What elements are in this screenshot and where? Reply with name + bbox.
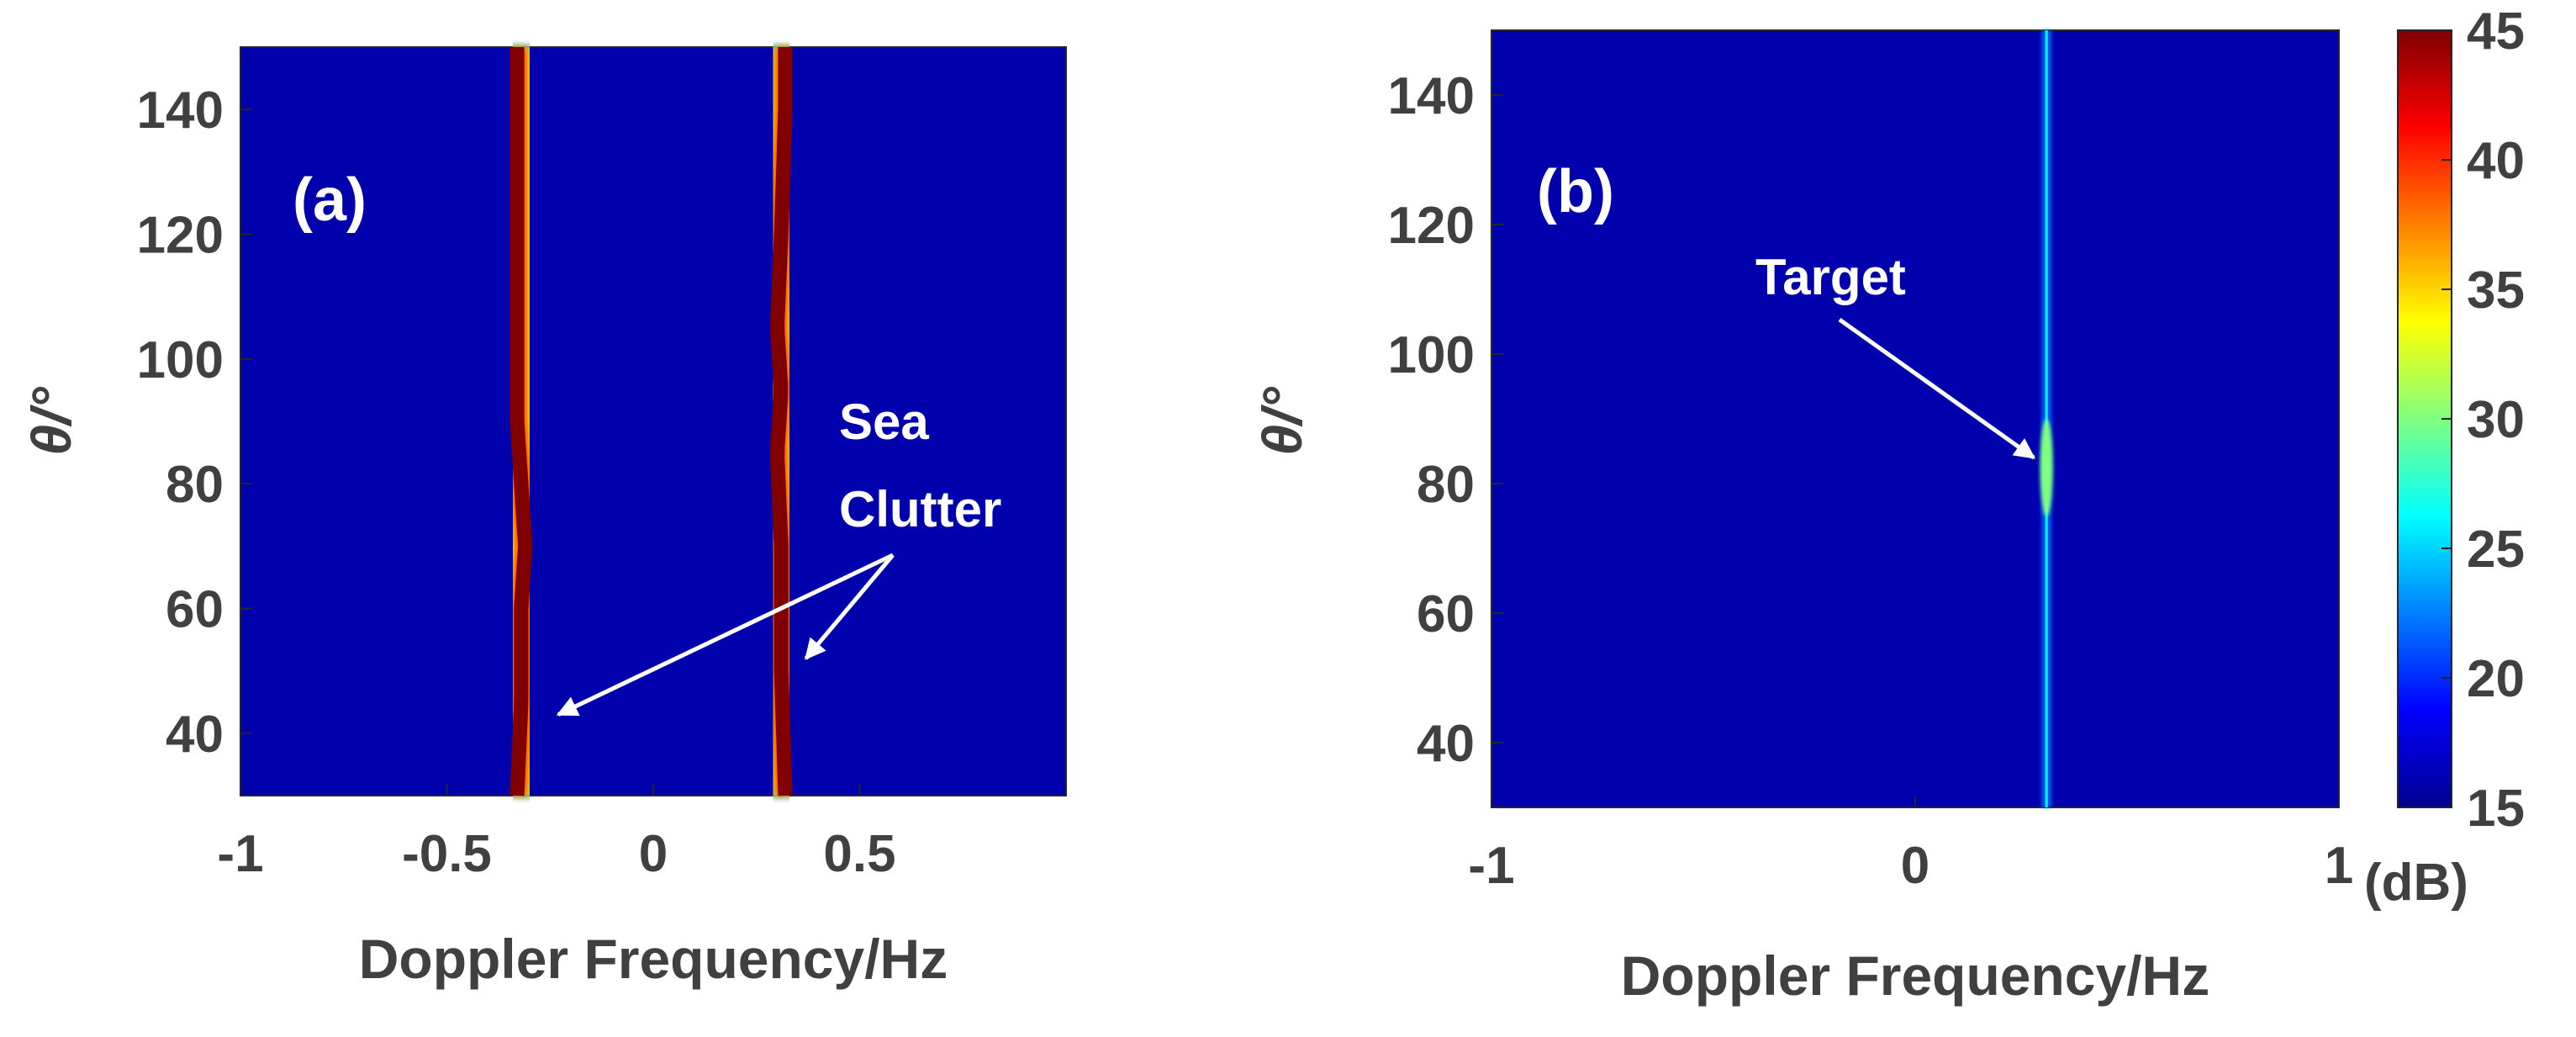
x-ticks-b: -1 0 1 [1468,796,2353,895]
panel-label-b: (b) [1537,158,1614,225]
annotation-arrow-left [556,553,895,717]
y-tick-label: 140 [137,82,224,140]
y-tick-label: 80 [1417,456,1475,514]
y-tick-label: 60 [1417,585,1475,643]
colorbar-tick-label: 45 [2467,3,2525,61]
y-ticks-b: 40 60 80 100 120 140 [1388,67,1503,773]
x-tick-label: 0 [1901,837,1929,895]
y-tick-label: 100 [137,331,224,389]
x-tick-label: 0 [639,825,668,883]
y-tick-label: 60 [166,581,224,639]
ridges-a [473,47,829,798]
y-tick-label: 40 [1417,715,1475,773]
y-ticks-a: 40 60 80 100 120 140 [137,82,252,764]
plot-area-b [1491,29,2340,808]
y-axis-label-b: θ/° [1251,387,1313,456]
ridge-positive-band-4 [769,47,793,796]
y-axis-label-a: θ/° [20,387,82,456]
annotation-target: Target [1755,249,1906,305]
colorbar-tick-label: 20 [2467,650,2525,708]
y-tick-label: 100 [1388,326,1475,384]
colorbar-tick-label: 35 [2467,262,2525,320]
x-tick-label: 1 [2325,837,2353,895]
target-bright-spot [2040,419,2053,516]
colorbar-ticks: 15 20 25 30 35 40 45 [2441,3,2525,838]
annotation-arrow-right [804,553,895,660]
colorbar-tick-label: 25 [2467,521,2525,579]
x-axis-label-b: Doppler Frequency/Hz [1621,944,2209,1007]
panel-label-a: (a) [293,167,367,234]
panel-b: 40 60 80 100 120 140 -1 0 1 (b) Target Doppler … [1251,29,2353,1007]
ridge-negative-band-4 [509,47,533,796]
x-tick-label: -1 [1468,837,1514,895]
x-tick-label: 0.5 [823,825,895,883]
y-tick-label: 120 [137,207,224,265]
annotation-sea-clutter-line2: Clutter [839,481,1001,537]
plot-area-a [240,46,1067,796]
x-axis-label-a: Doppler Frequency/Hz [359,928,948,990]
y-tick-label: 120 [1388,197,1475,255]
y-tick-label: 140 [1388,67,1475,125]
colorbar: 15 20 25 30 35 40 45 (dB) [2364,3,2525,912]
panel-a: 40 60 80 100 120 140 -1 -0.5 0 0.5 (a) Sea Clutt… [20,46,1067,990]
x-tick-label: -0.5 [402,825,492,883]
colorbar-tick-label: 30 [2467,391,2525,449]
annotation-sea-clutter-line1: Sea [839,394,929,450]
annotation-arrow-target [1838,317,2036,460]
x-ticks-a: -1 -0.5 0 0.5 [217,784,896,883]
y-tick-label: 80 [166,456,224,514]
y-tick-label: 40 [166,706,224,764]
colorbar-tick-label: 40 [2467,132,2525,190]
colorbar-tick-label: 15 [2467,780,2525,838]
ridges-b [2040,30,2053,807]
x-tick-label: -1 [217,825,263,883]
colorbar-unit-label: (dB) [2364,854,2468,912]
